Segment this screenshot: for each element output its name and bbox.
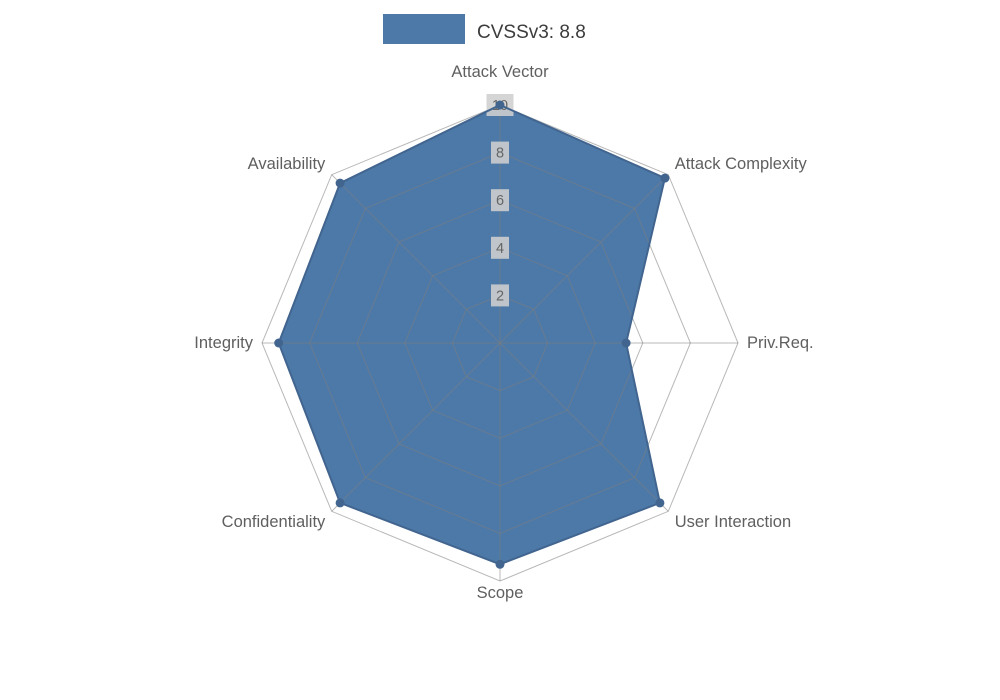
series-marker: [495, 559, 505, 569]
grid-spoke: [331, 342, 501, 512]
series-marker: [660, 173, 670, 183]
axis-label-user-interaction: User Interaction: [675, 513, 791, 531]
series-fill: [278, 105, 665, 565]
series-marker: [335, 178, 345, 188]
tick-label-bg: [491, 189, 509, 212]
series-marker: [274, 338, 284, 348]
tick-label: 8: [496, 146, 504, 162]
axis-label-scope: Scope: [477, 584, 524, 602]
series-marker: [495, 100, 505, 110]
tick-label: 2: [496, 288, 504, 304]
tick-label-bg: [491, 141, 509, 164]
series-marker: [621, 338, 631, 348]
grid-spoke: [499, 342, 669, 512]
axis-label-priv-req: Priv.Req.: [747, 334, 814, 352]
tick-label-bg: [491, 284, 509, 307]
axis-label-availability: Availability: [248, 155, 326, 173]
tick-label: 6: [496, 193, 504, 209]
tick-label-bg: [491, 236, 509, 259]
axis-label-attack-vector: Attack Vector: [451, 63, 549, 81]
legend-label: CVSSv3: 8.8: [477, 22, 586, 43]
series-marker: [655, 498, 665, 508]
axis-label-confidentiality: Confidentiality: [222, 513, 326, 531]
grid-spoke: [499, 174, 669, 344]
grid-spoke: [331, 174, 501, 344]
axis-label-attack-complexity: Attack Complexity: [675, 155, 808, 173]
tick-label: 4: [496, 241, 504, 257]
legend-swatch: [383, 14, 465, 44]
axis-label-integrity: Integrity: [194, 334, 253, 352]
legend: CVSSv3: 8.8: [383, 14, 586, 44]
series-marker: [335, 498, 345, 508]
